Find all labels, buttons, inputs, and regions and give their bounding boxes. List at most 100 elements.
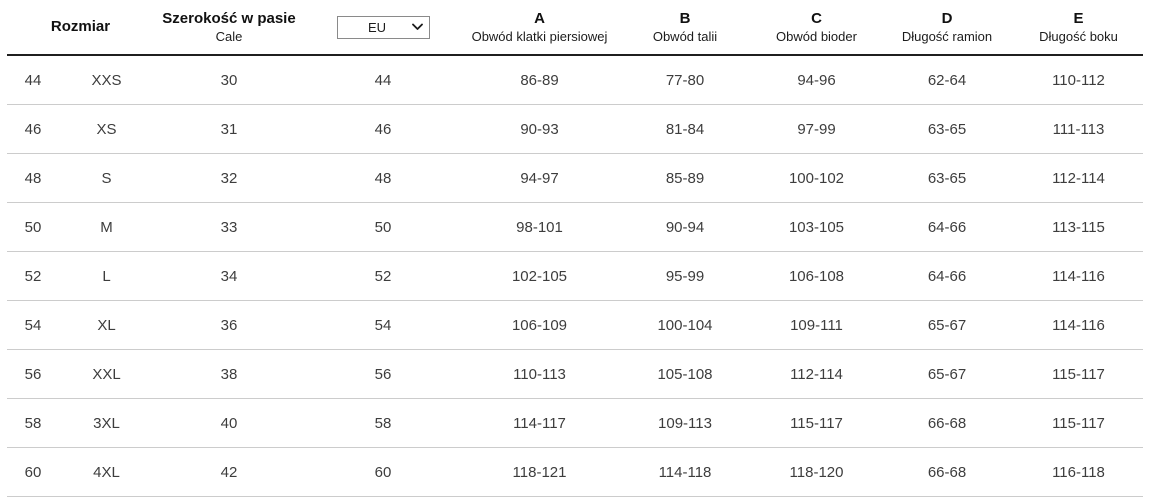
table-cell: 110-113 — [462, 349, 617, 399]
table-cell: 90-93 — [462, 104, 617, 154]
col-header-b-waist: B Obwód talii — [617, 0, 753, 56]
table-cell: 100-104 — [617, 300, 753, 350]
table-cell: 116-118 — [1014, 447, 1143, 497]
table-cell: 106-108 — [753, 251, 880, 301]
table-cell: 50 — [7, 202, 59, 252]
unit-select-wrap: EU — [336, 15, 430, 39]
table-cell: 90-94 — [617, 202, 753, 252]
table-cell: 4XL — [59, 447, 154, 497]
table-cell: 94-96 — [753, 55, 880, 105]
table-cell: 112-114 — [1014, 153, 1143, 203]
table-cell: 54 — [304, 300, 462, 350]
table-cell: 118-120 — [753, 447, 880, 497]
table-cell: XXS — [59, 55, 154, 105]
table-cell: 112-114 — [753, 349, 880, 399]
table-cell: 3XL — [59, 398, 154, 448]
table-cell: 111-113 — [1014, 104, 1143, 154]
col-label-a: Obwód klatki piersiowej — [471, 28, 608, 44]
col-header-c-hips: C Obwód bioder — [753, 0, 880, 56]
table-cell: 114-117 — [462, 398, 617, 448]
table-cell: 48 — [304, 153, 462, 203]
table-cell: 44 — [304, 55, 462, 105]
table-cell: 66-68 — [880, 398, 1014, 448]
table-cell: 105-108 — [617, 349, 753, 399]
col-header-rozmiar: Rozmiar — [7, 0, 154, 56]
table-cell: 46 — [304, 104, 462, 154]
table-cell: 102-105 — [462, 251, 617, 301]
table-cell: 106-109 — [462, 300, 617, 350]
table-cell: 109-113 — [617, 398, 753, 448]
col-header-d-arm: D Długość ramion — [880, 0, 1014, 56]
table-cell: 58 — [304, 398, 462, 448]
table-cell: 63-65 — [880, 153, 1014, 203]
rozmiar-label: Rozmiar — [50, 18, 111, 35]
unit-select[interactable]: EU — [336, 15, 430, 39]
table-cell: 63-65 — [880, 104, 1014, 154]
table-cell: 60 — [7, 447, 59, 497]
table-row: 56 XXL 38 56 110-113 105-108 112-114 65-67 115-1… — [7, 349, 1143, 399]
table-cell: 56 — [7, 349, 59, 399]
table-cell: 85-89 — [617, 153, 753, 203]
table-cell: M — [59, 202, 154, 252]
table-cell: 38 — [154, 349, 304, 399]
size-table-body: 44 XXS 30 44 86-89 77-80 94-96 62-64 110-112 46 XS… — [7, 55, 1143, 497]
table-cell: 42 — [154, 447, 304, 497]
col-label-c: Obwód bioder — [776, 28, 857, 44]
table-cell: 40 — [154, 398, 304, 448]
table-cell: 118-121 — [462, 447, 617, 497]
col-letter-e: E — [1073, 9, 1084, 27]
table-cell: 65-67 — [880, 300, 1014, 350]
table-cell: L — [59, 251, 154, 301]
size-chart-table: Rozmiar Szerokość w pasie Cale EU — [7, 0, 1143, 497]
table-cell: 34 — [154, 251, 304, 301]
table-row: 50 M 33 50 98-101 90-94 103-105 64-66 113-115 — [7, 202, 1143, 252]
table-cell: 95-99 — [617, 251, 753, 301]
table-cell: 50 — [304, 202, 462, 252]
table-cell: 33 — [154, 202, 304, 252]
table-cell: 97-99 — [753, 104, 880, 154]
col-label-b: Obwód talii — [652, 28, 718, 44]
table-row: 54 XL 36 54 106-109 100-104 109-111 65-67 114-11… — [7, 300, 1143, 350]
table-cell: 56 — [304, 349, 462, 399]
table-cell: S — [59, 153, 154, 203]
header-row: Rozmiar Szerokość w pasie Cale EU — [7, 0, 1143, 56]
table-cell: 62-64 — [880, 55, 1014, 105]
table-cell: 81-84 — [617, 104, 753, 154]
table-cell: 115-117 — [753, 398, 880, 448]
table-cell: XL — [59, 300, 154, 350]
col-header-a-chest: A Obwód klatki piersiowej — [462, 0, 617, 56]
table-cell: 60 — [304, 447, 462, 497]
szerokosc-title: Szerokość w pasie — [162, 9, 296, 27]
table-cell: 52 — [7, 251, 59, 301]
table-cell: 65-67 — [880, 349, 1014, 399]
table-cell: 86-89 — [462, 55, 617, 105]
table-row: 60 4XL 42 60 118-121 114-118 118-120 66-68 116-1… — [7, 447, 1143, 497]
table-row: 48 S 32 48 94-97 85-89 100-102 63-65 112-114 — [7, 153, 1143, 203]
table-row: 44 XXS 30 44 86-89 77-80 94-96 62-64 110-112 — [7, 55, 1143, 105]
table-cell: 52 — [304, 251, 462, 301]
table-cell: 115-117 — [1014, 349, 1143, 399]
table-cell: 54 — [7, 300, 59, 350]
table-cell: 30 — [154, 55, 304, 105]
table-cell: 46 — [7, 104, 59, 154]
table-cell: 103-105 — [753, 202, 880, 252]
table-cell: 115-117 — [1014, 398, 1143, 448]
table-cell: 66-68 — [880, 447, 1014, 497]
table-cell: 114-116 — [1014, 251, 1143, 301]
table-cell: 113-115 — [1014, 202, 1143, 252]
table-cell: 48 — [7, 153, 59, 203]
table-cell: 64-66 — [880, 202, 1014, 252]
table-row: 52 L 34 52 102-105 95-99 106-108 64-66 114-116 — [7, 251, 1143, 301]
table-cell: 109-111 — [753, 300, 880, 350]
col-label-e: Długość boku — [1039, 28, 1118, 44]
table-cell: 44 — [7, 55, 59, 105]
col-letter-d: D — [941, 9, 953, 27]
szerokosc-sub-label: Cale — [215, 28, 243, 44]
table-cell: 94-97 — [462, 153, 617, 203]
table-cell: XXL — [59, 349, 154, 399]
table-cell: 58 — [7, 398, 59, 448]
table-row: 46 XS 31 46 90-93 81-84 97-99 63-65 111-113 — [7, 104, 1143, 154]
table-cell: 64-66 — [880, 251, 1014, 301]
table-cell: XS — [59, 104, 154, 154]
table-cell: 36 — [154, 300, 304, 350]
